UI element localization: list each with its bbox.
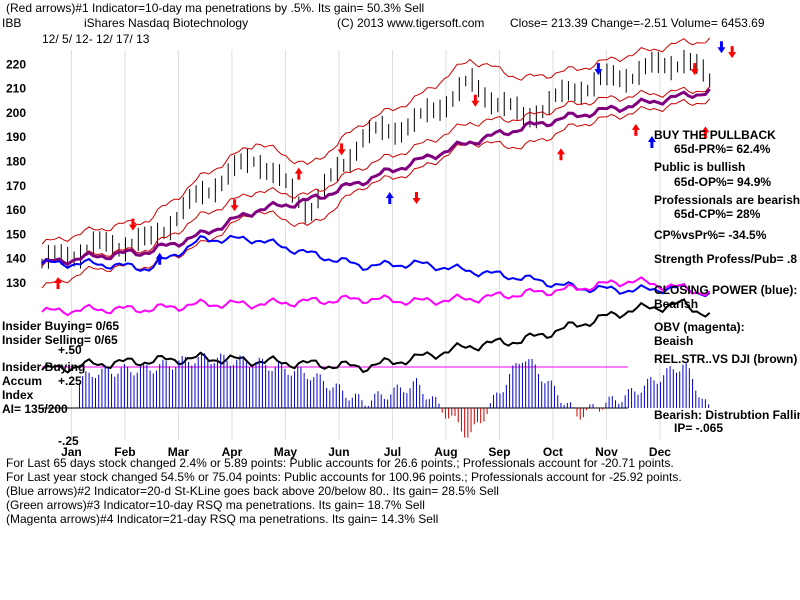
signal-arrow-down [717,41,726,54]
signal-arrow-down [471,94,480,107]
rel-strength-line [41,298,711,374]
ma-21 [41,86,711,267]
closing-power [41,234,711,298]
side-closing-power: CLOSING POWER (blue): [654,283,798,297]
bollinger-bands [41,37,711,289]
side-cpvspr: CP%vsPr%= -34.5% [654,228,767,242]
side-public: Public is bullish [654,160,746,174]
side-op: 65d-OP%= 94.9% [674,175,772,189]
signal-arrow-up [631,123,640,136]
signal-arrow-down [690,63,699,76]
signal-arrow-down [128,218,137,231]
price-tick-130: 130 [6,276,26,290]
price-tick-160: 160 [6,203,26,217]
insider-buying-count: Insider Buying= 0/65 [2,319,120,333]
side-distribution: Bearish: Distrubtion Falling [654,408,800,422]
ticker: IBB [2,16,22,30]
footer-indicator-2: (Blue arrows)#2 Indicator=20-d St-KLine … [6,484,499,498]
signal-arrow-down [337,143,346,156]
index-label: Index [2,388,34,402]
obv-line [41,276,711,317]
signal-arrows [54,41,737,289]
signal-arrow-up [701,126,710,139]
side-strength: Strength Profess/Pub= .8 [654,252,798,266]
side-professionals: Professionals are bearish [654,193,800,207]
accum-tick-25: +.25 [58,374,82,388]
obv-line [41,276,711,317]
rel-str-line [41,298,711,374]
price-tick-210: 210 [6,82,26,96]
side-cp: 65d-CP%= 28% [674,207,761,221]
ai-value: AI= 135/200 [2,402,68,416]
ma-65 [40,88,711,267]
footer-indicator-4: (Magenta arrows)#4 Indicator=21-day RSQ … [6,512,439,526]
quote: Close= 213.39 Change=-2.51 Volume= 6453.… [510,16,765,30]
month-label-mar: Mar [168,445,190,459]
footer-65day: For Last 65 days stock changed 2.4% or 5… [6,456,674,470]
copyright: (C) 2013 www.tigersoft.com [337,16,485,30]
side-pr: 65d-PR%= 62.4% [674,142,771,156]
header-indicator-1: (Red arrows)#1 Indicator=10-day ma penet… [6,1,425,15]
accum-index-bars [78,352,710,438]
price-tick-150: 150 [6,227,26,241]
upper-band [41,37,711,245]
insider-buying-label: Insider Buying [2,360,86,374]
accum-tick-m25: -.25 [58,434,79,448]
month-label-may: May [274,445,298,459]
side-obv: OBV (magenta): [654,320,745,334]
signal-arrow-up [155,252,164,265]
side-cp-bearish: Bearish [654,297,699,311]
signal-arrow-up [385,191,394,204]
price-axis: 220 210 200 190 180 170 160 150 140 130 [6,57,26,290]
moving-averages [40,86,711,267]
side-buy-pullback: BUY THE PULLBACK [654,128,776,142]
signal-arrow-up [54,276,63,289]
price-tick-170: 170 [6,179,26,193]
price-tick-140: 140 [6,252,26,266]
price-tick-180: 180 [6,154,26,168]
month-label-feb: Feb [114,445,135,459]
month-label-sep: Sep [488,445,510,459]
accum-tick-50: +.50 [58,343,82,357]
signal-arrow-up [647,136,656,149]
price-bars [41,49,711,269]
signal-arrow-up [294,167,303,180]
closing-power-line [41,234,711,298]
price-tick-200: 200 [6,106,26,120]
signal-arrow-down [412,191,421,204]
insider-selling-count: Insider Selling= 0/65 [2,333,118,347]
signal-arrow-up [556,148,565,161]
month-labels: Jan Feb Mar Apr May Jun Jul Aug Sep Oct Nov Dec [61,445,671,459]
side-ip: IP= -.065 [674,421,724,435]
month-label-oct: Oct [543,445,563,459]
price-tick-190: 190 [6,130,26,144]
month-label-jan: Jan [61,445,82,459]
signal-arrow-down [728,46,737,59]
fund-name: iShares Nasdaq Biotechnology [84,16,249,30]
month-label-apr: Apr [222,445,243,459]
signal-arrow-down [230,199,239,212]
footer-year: For Last year stock changed 54.5% or 75.… [6,470,682,484]
month-label-aug: Aug [434,445,457,459]
price-tick-220: 220 [6,57,26,71]
month-label-jun: Jun [328,445,349,459]
month-label-nov: Nov [595,445,618,459]
month-grid [42,50,661,440]
side-obv-status: Beaish [654,334,694,348]
accum-label: Accum [2,374,43,388]
date-range: 12/ 5/ 12- 12/ 17/ 13 [42,32,150,46]
signal-arrow-down [594,63,603,76]
side-rel-str: REL.STR..VS DJI (brown) [654,352,798,366]
month-label-jul: Jul [384,445,401,459]
footer-indicator-3: (Green arrows)#3 Indicator=10-day RSQ ma… [6,498,425,512]
month-label-dec: Dec [649,445,671,459]
